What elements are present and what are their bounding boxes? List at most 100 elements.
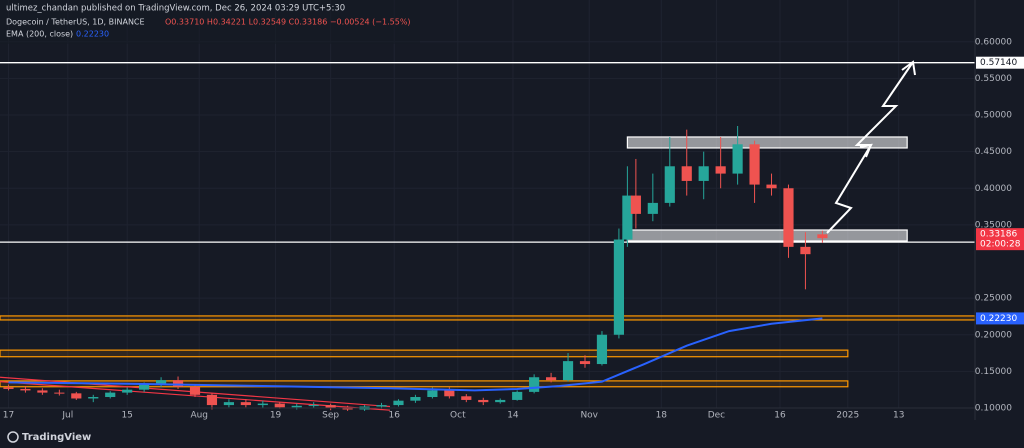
- footer: [0, 422, 1024, 448]
- x-tick-label: 16: [774, 411, 786, 421]
- arrow-head: [859, 143, 873, 158]
- zone: [0, 349, 849, 358]
- x-tick-label: 14: [507, 411, 519, 421]
- x-tick-label: 19: [270, 411, 282, 421]
- candle-body: [172, 380, 184, 387]
- candle-body: [189, 386, 201, 395]
- candle-body: [139, 384, 150, 390]
- x-tick-label: Dec: [708, 411, 725, 421]
- candle-body: [105, 392, 116, 398]
- candle-body: [461, 396, 472, 400]
- candle-body: [749, 144, 760, 185]
- candle-body: [71, 393, 82, 399]
- last-price-label: 0.33186: [980, 230, 1017, 240]
- candle-body: [274, 403, 285, 408]
- projection-arrow: [826, 61, 914, 234]
- arrow-head: [901, 60, 916, 76]
- x-tick-label: 16: [389, 411, 401, 421]
- x-tick-label: Sep: [322, 411, 339, 421]
- ema-legend-value: 0.22230: [76, 30, 109, 39]
- candle-body: [291, 405, 302, 408]
- price-tag-bg: [976, 56, 1024, 69]
- candle-body: [37, 390, 48, 393]
- y-tick-label: 0.55000: [975, 74, 1012, 84]
- candle-body: [393, 400, 404, 406]
- candle-body: [444, 390, 455, 397]
- y-tick-label: 0.10000: [975, 404, 1012, 414]
- candle-body: [664, 166, 675, 203]
- candle-body: [562, 361, 574, 381]
- candle-body: [800, 246, 811, 255]
- candle-body: [156, 380, 167, 385]
- candle-body: [325, 405, 336, 408]
- zone: [0, 380, 849, 388]
- y-tick-label: 0.40000: [975, 184, 1012, 194]
- candle-body: [529, 377, 540, 392]
- legend-bg: [0, 0, 420, 44]
- y-tick-label: 0.20000: [975, 330, 1012, 340]
- countdown-label: 02:00:28: [980, 240, 1021, 250]
- x-tick-label: 13: [893, 411, 904, 421]
- price-tag-label: 0.57140: [980, 58, 1017, 68]
- candle-body: [512, 391, 523, 400]
- zone: [626, 229, 908, 242]
- x-tick-label: 15: [121, 411, 132, 421]
- candle-body: [681, 166, 692, 181]
- y-tick-label: 0.15000: [975, 367, 1012, 377]
- candle-body: [715, 166, 726, 174]
- candle-body: [376, 405, 387, 407]
- candle-body: [596, 334, 608, 365]
- y-tick-label: 0.25000: [975, 294, 1012, 304]
- candle-body: [698, 166, 709, 181]
- candle-body: [54, 392, 65, 394]
- candle-body: [427, 390, 438, 398]
- publisher: ultimez_chandan published on TradingView…: [6, 4, 345, 14]
- logo: [7, 431, 19, 443]
- candle-body: [478, 399, 489, 403]
- x-tick-label: 2025: [836, 411, 859, 421]
- candle-body: [308, 405, 319, 407]
- x-tick-label: 17: [3, 411, 14, 421]
- x-tick-label: Jul: [61, 411, 73, 421]
- candle-body: [342, 408, 353, 410]
- candle-body: [622, 195, 633, 240]
- x-tick-label: Nov: [580, 411, 598, 421]
- x-tick-label: Aug: [190, 411, 208, 421]
- y-tick-label: 0.50000: [975, 111, 1012, 121]
- candle-body: [122, 389, 133, 393]
- y-tick-label: 0.45000: [975, 147, 1012, 157]
- ema-tag-label: 0.22230: [980, 314, 1017, 324]
- x-tick-label: 18: [656, 411, 668, 421]
- ema-tag-bg: [976, 312, 1024, 325]
- candle-body: [20, 388, 31, 391]
- ohlc: O0.33710 H0.34221 L0.32549 C0.33186 −0.0…: [165, 18, 411, 27]
- y-tick-label: 0.35000: [975, 220, 1012, 230]
- candle-body: [579, 361, 591, 365]
- ema-line: [8, 317, 823, 392]
- brand: TradingView: [22, 432, 91, 443]
- candle-body: [410, 397, 421, 401]
- candle-body: [647, 202, 658, 214]
- x-tick-label: Oct: [450, 411, 466, 421]
- last-price-bg: [976, 228, 1024, 251]
- axes: 0.60000 0.55000 0.50000 0.45000 0.40000 0.350…: [3, 37, 1024, 421]
- candle-body: [613, 239, 624, 335]
- candle-body: [223, 402, 234, 406]
- y-tick-label: 0.60000: [975, 37, 1012, 47]
- candle-body: [732, 144, 743, 174]
- candle-body: [783, 188, 794, 247]
- candle-body: [240, 402, 251, 406]
- candle-body: [495, 399, 506, 403]
- candle-body: [817, 234, 828, 239]
- candle-body: [630, 195, 641, 214]
- symbol-title: Dogecoin / TetherUS, 1D, BINANCE: [6, 18, 145, 27]
- candle-body: [546, 377, 557, 381]
- candle-body: [766, 184, 777, 189]
- ema-legend: EMA (200, close): [6, 30, 73, 39]
- zone: [0, 315, 976, 321]
- zone: [626, 136, 908, 149]
- candle-body: [88, 397, 99, 399]
- candle-body: [3, 387, 14, 389]
